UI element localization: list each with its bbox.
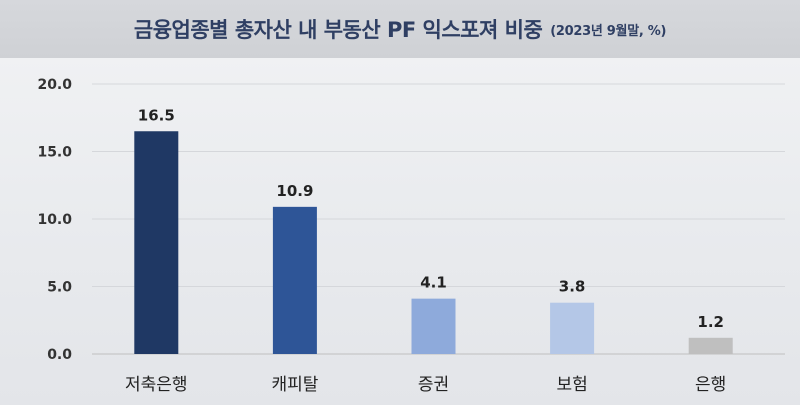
category-label: 은행	[695, 375, 726, 395]
category-label: 증권	[418, 375, 449, 395]
data-label: 1.2	[697, 313, 724, 331]
bar	[550, 302, 595, 354]
bar-chart: 0.0 5.0 10.0 15.0 20.0 16.5 10.9 4.1 3.8 1.2 저축은…	[37, 77, 785, 395]
y-tick-label: 20.0	[37, 77, 72, 93]
y-tick-label: 5.0	[47, 280, 72, 296]
bar	[688, 337, 733, 354]
data-label: 3.8	[559, 278, 586, 296]
data-label: 16.5	[138, 106, 175, 124]
category-label: 저축은행	[125, 375, 188, 395]
y-tick-label: 0.0	[47, 347, 72, 363]
bars	[134, 131, 733, 354]
data-label: 10.9	[276, 182, 313, 200]
data-label: 4.1	[420, 274, 447, 292]
chart-subtitle: (2023년 9월말, %)	[550, 23, 667, 39]
chart-title-bar: 금융업종별 총자산 내 부동산 PF 익스포져 비중 (2023년 9월말, %…	[0, 0, 800, 58]
bar	[272, 206, 317, 354]
chart-title: 금융업종별 총자산 내 부동산 PF 익스포져 비중	[133, 18, 543, 42]
category-label: 보험	[556, 375, 587, 395]
category-label: 캐피탈	[271, 375, 318, 395]
bar	[411, 298, 456, 354]
gridlines	[92, 83, 785, 355]
y-axis-tick-labels: 0.0 5.0 10.0 15.0 20.0	[37, 77, 72, 363]
y-tick-label: 15.0	[37, 145, 72, 161]
category-labels: 저축은행 캐피탈 증권 보험 은행	[125, 375, 726, 395]
y-tick-label: 10.0	[37, 212, 72, 228]
bar	[134, 131, 179, 354]
data-labels: 16.5 10.9 4.1 3.8 1.2	[138, 106, 724, 331]
